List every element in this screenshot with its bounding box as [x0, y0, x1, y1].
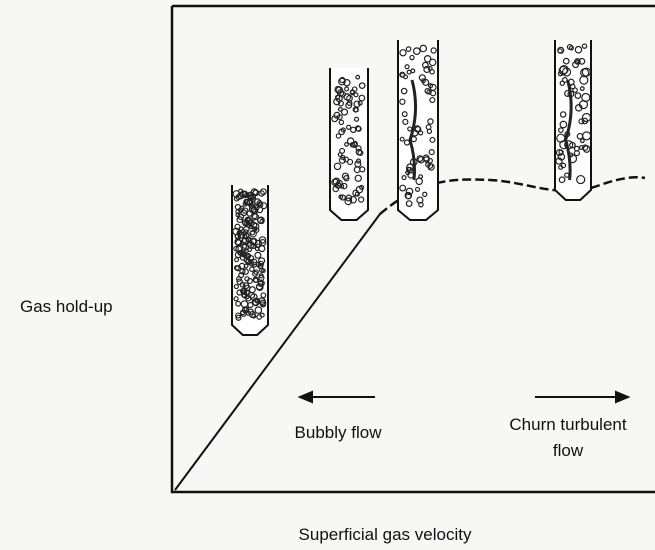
regime-label: Bubbly flow	[295, 423, 383, 442]
diagram: Gas hold-up Superficial gas velocity Bub…	[0, 0, 655, 550]
page: Gas hold-up Superficial gas velocity Bub…	[0, 0, 655, 550]
x-axis-label: Superficial gas velocity	[299, 525, 472, 544]
y-axis-label: Gas hold-up	[20, 297, 113, 316]
regime-label: Churn turbulent	[509, 415, 626, 434]
regime-label: flow	[553, 441, 584, 460]
